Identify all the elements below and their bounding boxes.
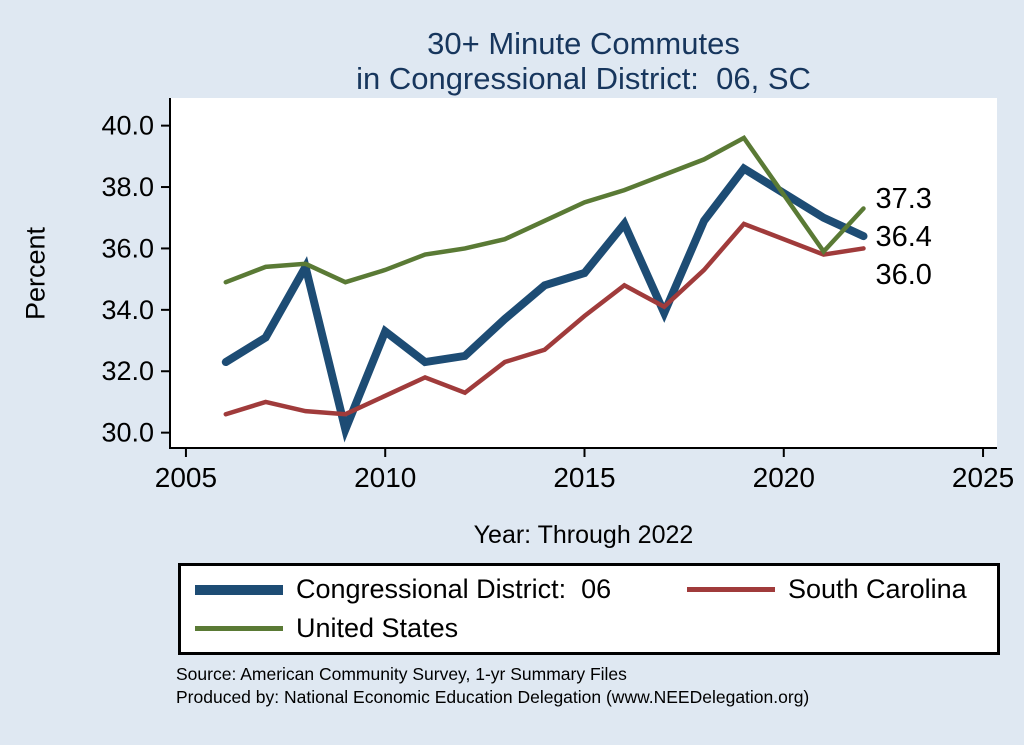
svg-text:36.0: 36.0 <box>875 259 931 291</box>
source-note: Source: American Community Survey, 1-yr … <box>176 663 809 709</box>
chart-canvas: 30.0 32.0 34.0 36.0 38.0 40.0 2005 2010 2015 2020… <box>101 98 1014 493</box>
svg-text:2020: 2020 <box>753 462 815 493</box>
svg-text:34.0: 34.0 <box>101 295 154 325</box>
chart-title-line2: in Congressional District: 06, SC <box>356 61 811 97</box>
legend-label: Congressional District: 06 <box>296 574 612 604</box>
legend-label: United States <box>296 613 459 643</box>
svg-text:2010: 2010 <box>354 462 416 493</box>
svg-text:38.0: 38.0 <box>101 172 154 202</box>
svg-text:2005: 2005 <box>155 462 217 493</box>
legend-line-swatch <box>195 584 283 595</box>
svg-text:30.0: 30.0 <box>101 418 154 448</box>
svg-text:36.0: 36.0 <box>101 233 154 263</box>
legend-entry-1: South Carolina <box>687 574 997 605</box>
legend-line-swatch <box>687 587 775 592</box>
svg-text:32.0: 32.0 <box>101 356 154 386</box>
svg-text:2015: 2015 <box>553 462 615 493</box>
svg-text:36.4: 36.4 <box>875 221 931 253</box>
chart-title-line1: 30+ Minute Commutes <box>427 26 740 61</box>
source-line2: Produced by: National Economic Education… <box>176 687 810 708</box>
legend-line-swatch <box>195 626 283 631</box>
svg-text:37.3: 37.3 <box>875 183 931 215</box>
x-axis-label: Year: Through 2022 <box>473 521 694 549</box>
legend-label: South Carolina <box>788 574 967 604</box>
svg-text:2025: 2025 <box>952 462 1014 493</box>
source-line1: Source: American Community Survey, 1-yr … <box>176 664 627 684</box>
legend-entry-0: Congressional District: 06 <box>195 574 687 605</box>
chart-title: 30+ Minute Commutes in Congressional Dis… <box>170 26 997 96</box>
y-axis-label: Percent <box>20 226 51 321</box>
legend-box: Congressional District: 06 South Carolina… <box>178 563 1000 655</box>
legend-entry-2: United States <box>195 613 687 644</box>
svg-text:40.0: 40.0 <box>101 111 154 141</box>
